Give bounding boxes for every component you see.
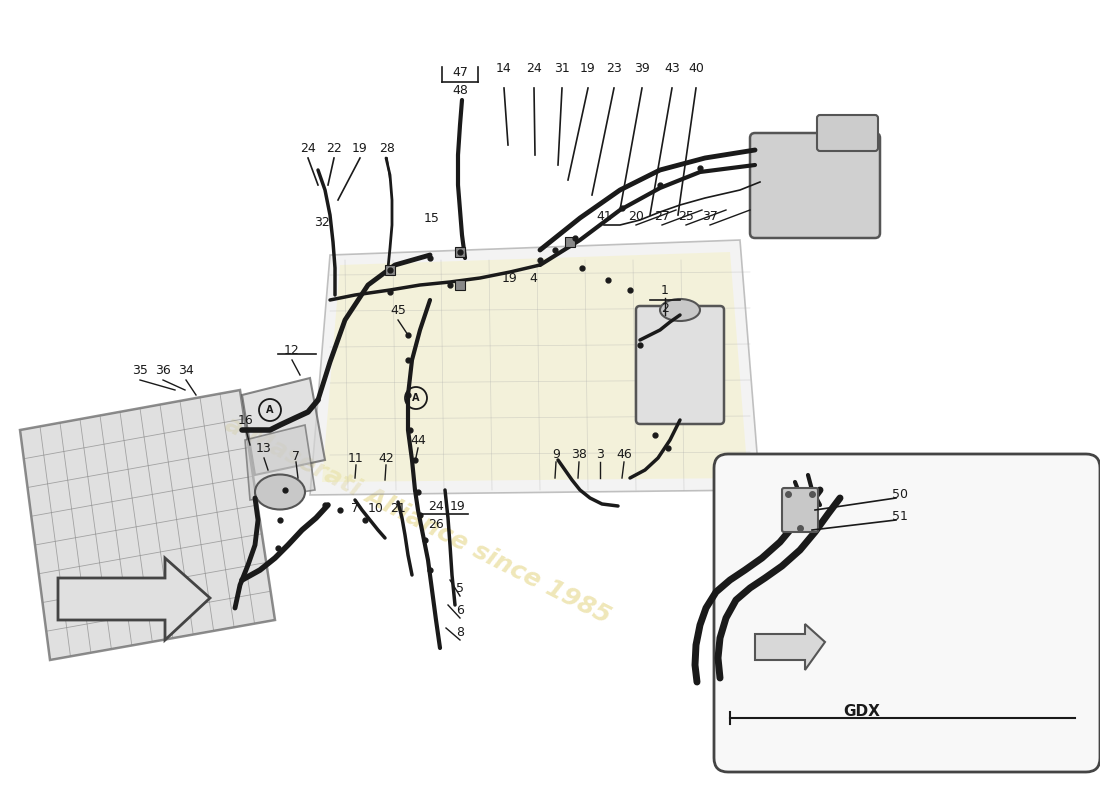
- Text: 24: 24: [428, 499, 444, 513]
- Polygon shape: [310, 240, 760, 495]
- Polygon shape: [755, 624, 825, 670]
- Polygon shape: [322, 252, 748, 482]
- FancyBboxPatch shape: [636, 306, 724, 424]
- Text: 13: 13: [256, 442, 272, 454]
- Text: 46: 46: [616, 447, 631, 461]
- Text: 24: 24: [300, 142, 316, 154]
- Text: 48: 48: [452, 83, 468, 97]
- Ellipse shape: [255, 474, 305, 510]
- Text: 35: 35: [132, 363, 147, 377]
- Text: 27: 27: [654, 210, 670, 222]
- Text: 1: 1: [661, 283, 669, 297]
- Text: 23: 23: [606, 62, 621, 74]
- Text: 39: 39: [634, 62, 650, 74]
- Text: 2: 2: [661, 302, 669, 314]
- Polygon shape: [242, 378, 324, 475]
- Text: 5: 5: [456, 582, 464, 594]
- Text: 44: 44: [410, 434, 426, 446]
- Text: 22: 22: [326, 142, 342, 154]
- Text: 42: 42: [378, 451, 394, 465]
- Text: 8: 8: [456, 626, 464, 638]
- FancyBboxPatch shape: [817, 115, 878, 151]
- Text: 6: 6: [456, 603, 464, 617]
- Text: 12: 12: [284, 343, 300, 357]
- Text: 38: 38: [571, 447, 587, 461]
- Text: 4: 4: [529, 271, 537, 285]
- FancyBboxPatch shape: [455, 280, 465, 290]
- Text: 24: 24: [526, 62, 542, 74]
- FancyBboxPatch shape: [565, 237, 575, 247]
- Text: 19: 19: [502, 271, 518, 285]
- Text: 31: 31: [554, 62, 570, 74]
- Text: 3: 3: [596, 447, 604, 461]
- Text: 50: 50: [892, 487, 907, 501]
- Text: 34: 34: [178, 363, 194, 377]
- Polygon shape: [245, 425, 315, 500]
- Ellipse shape: [660, 299, 700, 321]
- Polygon shape: [58, 558, 210, 640]
- Polygon shape: [20, 390, 275, 660]
- FancyBboxPatch shape: [750, 133, 880, 238]
- Text: 21: 21: [390, 502, 406, 514]
- Text: 15: 15: [425, 211, 440, 225]
- Text: 45: 45: [390, 303, 406, 317]
- Text: 19: 19: [450, 499, 466, 513]
- Text: 25: 25: [678, 210, 694, 222]
- Text: GDX: GDX: [844, 705, 880, 719]
- Text: 40: 40: [689, 62, 704, 74]
- FancyBboxPatch shape: [714, 454, 1100, 772]
- Text: 19: 19: [352, 142, 367, 154]
- Text: 32: 32: [315, 215, 330, 229]
- Text: 19: 19: [580, 62, 596, 74]
- Text: 37: 37: [702, 210, 718, 222]
- Text: 43: 43: [664, 62, 680, 74]
- Text: 11: 11: [348, 451, 364, 465]
- Text: 7: 7: [292, 450, 300, 462]
- Text: a Maserati Alliance since 1985: a Maserati Alliance since 1985: [221, 412, 615, 628]
- Text: 10: 10: [368, 502, 384, 514]
- FancyBboxPatch shape: [455, 247, 465, 257]
- FancyBboxPatch shape: [385, 265, 395, 275]
- Text: 7: 7: [351, 502, 359, 514]
- Text: 9: 9: [552, 447, 560, 461]
- Text: 14: 14: [496, 62, 512, 74]
- Text: 41: 41: [596, 210, 612, 222]
- FancyBboxPatch shape: [782, 488, 818, 532]
- Text: 16: 16: [238, 414, 254, 426]
- Text: A: A: [412, 393, 420, 403]
- Text: 28: 28: [379, 142, 395, 154]
- Text: 36: 36: [155, 363, 170, 377]
- Text: 51: 51: [892, 510, 907, 522]
- Text: 47: 47: [452, 66, 468, 78]
- Text: 20: 20: [628, 210, 643, 222]
- Text: A: A: [266, 405, 274, 415]
- Text: 26: 26: [428, 518, 444, 530]
